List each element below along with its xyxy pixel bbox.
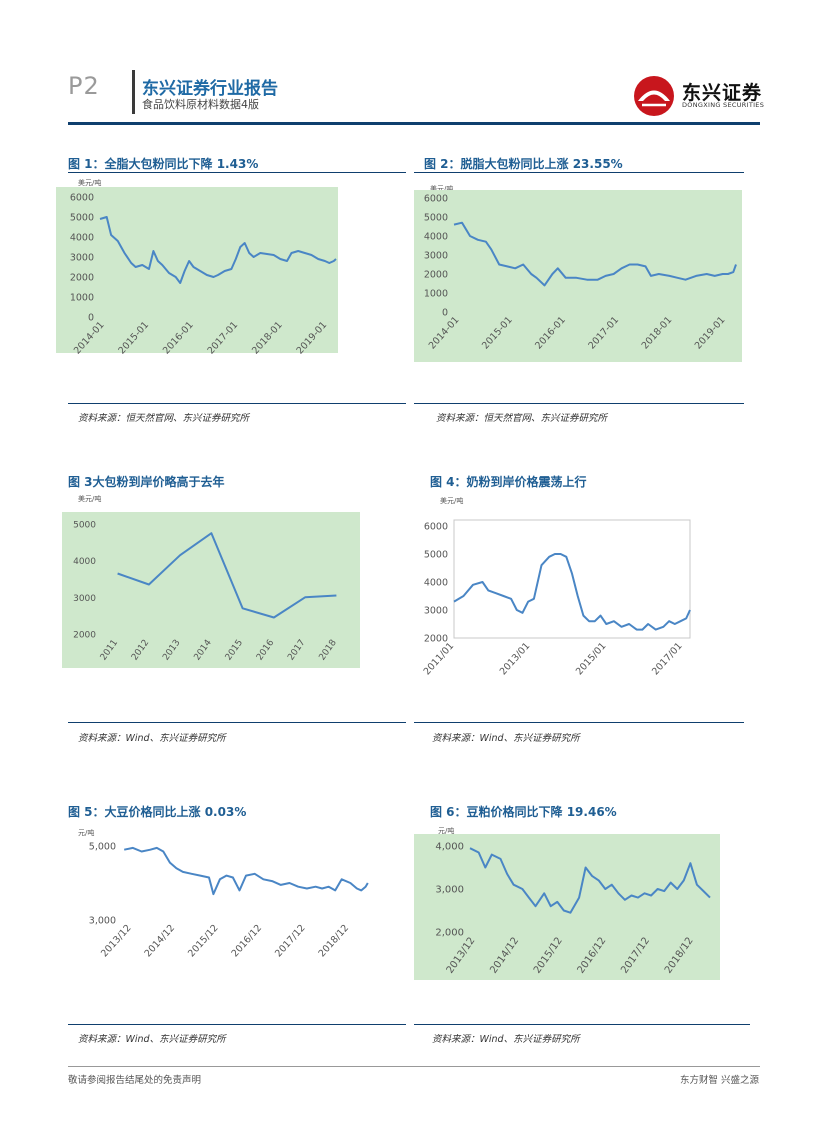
y-tick-label: 3,000 xyxy=(89,916,116,927)
x-tick-label: 2015/01 xyxy=(574,641,609,678)
y-tick-label: 3000 xyxy=(424,606,448,617)
figure-6-bottom-rule xyxy=(414,1024,750,1025)
figure-4-source: 资料来源：Wind、东兴证券研究所 xyxy=(432,733,580,744)
report-title: 东兴证券行业报告 xyxy=(142,79,278,99)
y-tick-label: 6000 xyxy=(70,193,94,204)
y-tick-label: 4,000 xyxy=(435,842,464,853)
y-tick-label: 6000 xyxy=(424,194,448,205)
figure-3-unit: 美元/吨 xyxy=(78,495,102,503)
y-tick-label: 1000 xyxy=(70,293,94,304)
x-tick-label: 2013/01 xyxy=(498,641,533,678)
figure-1-top-rule xyxy=(68,172,406,173)
figure-1-title: 图 1：全脂大包粉同比下降 1.43% xyxy=(68,157,259,171)
y-tick-label: 3,000 xyxy=(435,885,464,896)
header-rule xyxy=(68,122,760,125)
figure-2-unit: 美元/吨 xyxy=(430,185,454,193)
y-tick-label: 6000 xyxy=(424,522,448,533)
figure-5-bottom-rule xyxy=(68,1024,406,1025)
y-tick-label: 5000 xyxy=(424,550,448,561)
y-tick-label: 5,000 xyxy=(89,842,116,853)
y-tick-label: 2000 xyxy=(73,631,96,641)
figure-1-bottom-rule xyxy=(68,403,406,404)
plot-area-frame xyxy=(453,519,691,639)
figure-6-unit: 元/吨 xyxy=(438,827,455,835)
series-line xyxy=(123,846,369,896)
logo-en-name: DONGXING SECURITIES xyxy=(682,101,765,109)
page-number: P2 xyxy=(68,72,100,100)
figure-4-bottom-rule xyxy=(414,722,744,723)
figure-5-source: 资料来源：Wind、东兴证券研究所 xyxy=(78,1034,226,1045)
figure-1-unit: 美元/吨 xyxy=(78,179,102,187)
figure-3-title: 图 3大包粉到岸价略高于去年 xyxy=(68,475,225,489)
header-divider xyxy=(132,70,135,114)
figure-1-source: 资料来源：恒天然官网、东兴证券研究所 xyxy=(78,413,250,424)
x-tick-label: 2015/12 xyxy=(186,923,221,960)
y-tick-label: 3000 xyxy=(70,253,94,264)
plot-background xyxy=(414,190,742,362)
figure-6-source: 资料来源：Wind、东兴证券研究所 xyxy=(432,1034,580,1045)
y-tick-label: 4000 xyxy=(73,557,96,567)
figure-4-unit: 美元/吨 xyxy=(440,497,464,505)
dongxing-logo-icon xyxy=(634,76,674,116)
series-line xyxy=(453,553,691,631)
figure-5-title: 图 5：大豆价格同比上涨 0.03% xyxy=(68,805,247,819)
x-tick-label: 2014/12 xyxy=(143,923,178,960)
figure-2-title: 图 2：脱脂大包粉同比上涨 23.55% xyxy=(424,157,623,171)
x-tick-label: 2017/01 xyxy=(650,641,685,678)
x-tick-label: 2018/12 xyxy=(317,923,352,960)
figure-2-source: 资料来源：恒天然官网、东兴证券研究所 xyxy=(436,413,608,424)
figure-3-source: 资料来源：Wind、东兴证券研究所 xyxy=(78,733,226,744)
y-tick-label: 4000 xyxy=(70,233,94,244)
y-tick-label: 5000 xyxy=(70,213,94,224)
figure-6-title: 图 6：豆粕价格同比下降 19.46% xyxy=(430,805,617,819)
report-subtitle: 食品饮料原材料数据4版 xyxy=(142,98,259,111)
figure-5-unit: 元/吨 xyxy=(78,829,95,837)
footer-rule xyxy=(68,1066,760,1067)
y-tick-label: 1000 xyxy=(424,289,448,300)
x-tick-label: 2016/12 xyxy=(230,923,265,960)
figure-2-bottom-rule xyxy=(414,403,744,404)
disclaimer-note: 敬请参阅报告结尾处的免责声明 xyxy=(68,1075,202,1086)
y-tick-label: 5000 xyxy=(424,213,448,224)
figure-3-bottom-rule xyxy=(68,722,406,723)
x-tick-label: 2013/12 xyxy=(99,923,134,960)
series-line xyxy=(453,221,737,287)
y-tick-label: 0 xyxy=(442,308,448,319)
x-tick-label: 2017/12 xyxy=(273,923,308,960)
plot-background xyxy=(414,834,720,980)
series-line xyxy=(99,216,337,284)
logo-name: 东兴证券 xyxy=(682,82,763,104)
y-tick-label: 2000 xyxy=(70,273,94,284)
y-tick-label: 2,000 xyxy=(435,928,464,939)
series-line xyxy=(117,532,337,619)
y-tick-label: 0 xyxy=(88,313,94,324)
y-tick-label: 5000 xyxy=(73,521,96,531)
y-tick-label: 2000 xyxy=(424,270,448,281)
x-tick-label: 2011/01 xyxy=(422,641,457,678)
series-line xyxy=(469,847,711,914)
y-tick-label: 3000 xyxy=(73,594,96,604)
figure-2-top-rule xyxy=(414,172,744,173)
y-tick-label: 2000 xyxy=(424,634,448,645)
y-tick-label: 4000 xyxy=(424,232,448,243)
figure-4-title: 图 4：奶粉到岸价格震荡上行 xyxy=(430,475,587,489)
company-slogan: 东方财智 兴盛之源 xyxy=(679,1075,759,1086)
y-tick-label: 3000 xyxy=(424,251,448,262)
plot-background xyxy=(62,512,360,668)
y-tick-label: 4000 xyxy=(424,578,448,589)
